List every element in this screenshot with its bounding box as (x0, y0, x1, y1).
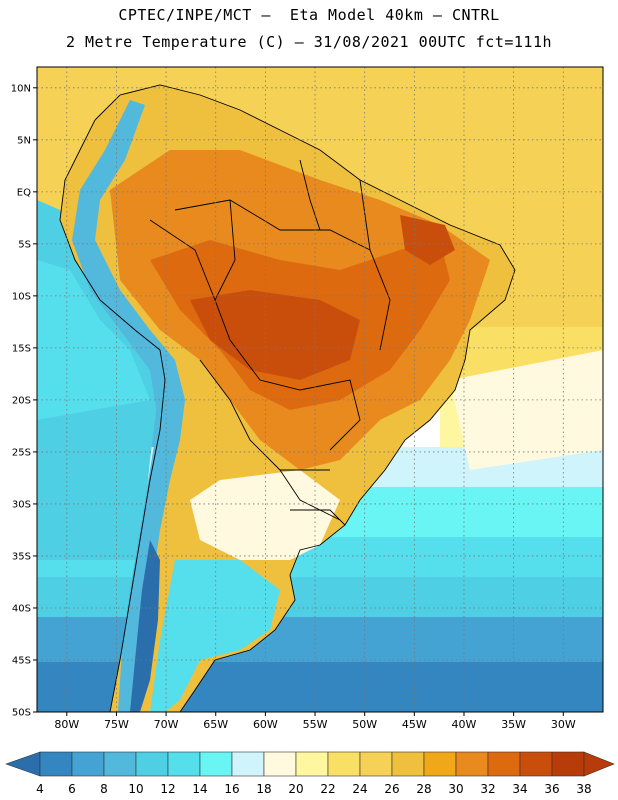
colorbar-label: 10 (128, 782, 143, 796)
lon-tick-label: 45W (402, 718, 427, 731)
andes-core (130, 540, 160, 712)
colorbar-arrow-low (5, 751, 41, 777)
country-borders (59, 84, 516, 712)
lat-tick-label: 5N (17, 135, 31, 146)
colorbar-swatch (295, 751, 329, 777)
lat-tick-label: 40S (12, 603, 31, 614)
lat-tick-label: 25S (12, 447, 31, 458)
colorbar-label: 28 (416, 782, 431, 796)
colorbar-swatch (455, 751, 489, 777)
colorbar-label: 26 (384, 782, 399, 796)
colorbar-swatch (327, 751, 361, 777)
colorbar-swatch (487, 751, 521, 777)
latitude-labels: 10N 5N EQ 5S 10S 15S 20S 25S 30S 35S 40S 45S 50S (11, 83, 37, 719)
colorbar-label: 22 (320, 782, 335, 796)
lat-tick-label: 45S (12, 655, 31, 666)
colorbar-swatch (199, 751, 233, 777)
colorbar-label: 14 (192, 782, 207, 796)
colorbar-swatch (103, 751, 137, 777)
andes-cold-strip (72, 100, 185, 712)
lon-tick-label: 80W (54, 718, 79, 731)
colorbar-label: 20 (288, 782, 303, 796)
colorbar-label: 36 (544, 782, 559, 796)
colorbar-swatch (167, 751, 201, 777)
colorbar-label: 8 (100, 782, 108, 796)
chart-title-line2: 2 Metre Temperature (C) – 31/08/2021 00U… (65, 33, 553, 51)
ocean-band-teal2 (37, 577, 603, 617)
lon-tick-label: 55W (303, 718, 328, 731)
longitude-labels: 80W 75W 70W 65W 60W 55W 50W 45W 40W 35W 30W (54, 712, 576, 731)
colorbar-swatch (71, 751, 105, 777)
lat-tick-label: 10S (12, 291, 31, 302)
colorbar-label: 32 (480, 782, 495, 796)
land-core-zone (190, 290, 360, 380)
colorbar-label: 12 (160, 782, 175, 796)
lat-tick-label: 10N (11, 83, 31, 94)
lon-tick-label: 30W (551, 718, 576, 731)
map-frame (36, 66, 604, 713)
lon-tick-label: 35W (501, 718, 526, 731)
colorbar-label: 4 (36, 782, 44, 796)
lat-tick-label: EQ (17, 187, 31, 198)
lon-tick-label: 60W (253, 718, 278, 731)
northeast-hot-patch (400, 215, 455, 265)
pacific-cold-water-inner (37, 260, 150, 420)
colorbar-label: 34 (512, 782, 527, 796)
lon-tick-label: 50W (352, 718, 377, 731)
lon-tick-label: 75W (104, 718, 129, 731)
colorbar-label: 24 (352, 782, 367, 796)
lat-tick-label: 50S (12, 708, 31, 719)
colorbar-swatch (135, 751, 169, 777)
colorbar-swatch (551, 751, 585, 777)
southern-cone-pale (190, 470, 340, 560)
colorbar-swatch (263, 751, 297, 777)
colorbar-label: 18 (256, 782, 271, 796)
lat-tick-label: 35S (12, 551, 31, 562)
colorbar-swatch (231, 751, 265, 777)
lat-tick-label: 30S (12, 499, 31, 510)
colorbar-label: 16 (224, 782, 239, 796)
lat-tick-label: 20S (12, 395, 31, 406)
lat-tick-label: 15S (12, 343, 31, 354)
chart-title-line1: CPTEC/INPE/MCT – Eta Model 40km – CNTRL (118, 6, 500, 24)
colorbar-swatch (519, 751, 553, 777)
colorbar-label: 30 (448, 782, 463, 796)
lon-tick-label: 65W (203, 718, 228, 731)
colorbar-swatch (359, 751, 393, 777)
colorbar-swatch (423, 751, 457, 777)
colorbar: 4 6 8 10 12 14 16 18 20 22 24 26 28 30 32 34 36 38 (5, 751, 615, 796)
colorbar-arrow-high (583, 751, 615, 777)
atlantic-warm-band (450, 350, 603, 470)
patagonia-cyan (150, 560, 280, 712)
colorbar-swatch (391, 751, 425, 777)
colorbar-label: 38 (576, 782, 591, 796)
lon-tick-label: 40W (452, 718, 477, 731)
lon-tick-label: 70W (154, 718, 179, 731)
colorbar-swatch (39, 751, 73, 777)
colorbar-label: 6 (68, 782, 76, 796)
lat-tick-label: 5S (18, 239, 31, 250)
